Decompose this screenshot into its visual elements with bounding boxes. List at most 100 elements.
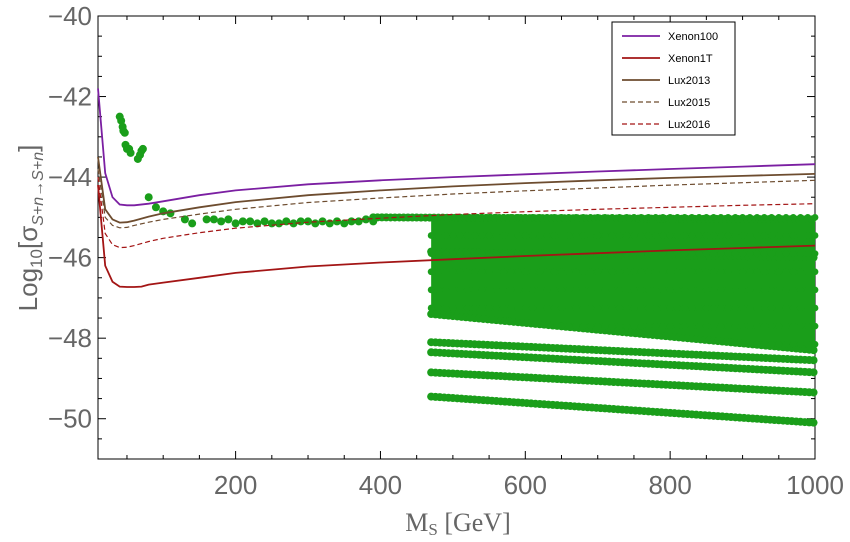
- scatter-point: [579, 304, 587, 312]
- scatter-point: [775, 286, 783, 294]
- scatter-point: [637, 286, 645, 294]
- scatter-point: [536, 213, 544, 221]
- scatter-point: [695, 250, 703, 258]
- scatter-point: [739, 232, 746, 239]
- scatter-point: [521, 232, 529, 239]
- scatter-point: [500, 268, 507, 276]
- scatter-point: [507, 286, 515, 294]
- scatter-point: [630, 268, 638, 276]
- scatter-point: [760, 286, 768, 294]
- scatter-point: [485, 286, 493, 294]
- scatter-point: [514, 304, 522, 312]
- scatter-point: [202, 215, 211, 224]
- scatter-point: [804, 340, 812, 348]
- scatter-point: [652, 232, 660, 239]
- y-axis-label-main: Log: [13, 268, 43, 311]
- scatter-point: [594, 322, 602, 330]
- scatter-point: [666, 250, 674, 258]
- scatter-point: [500, 250, 507, 258]
- scatter-point: [550, 232, 558, 239]
- scatter-point: [695, 213, 703, 221]
- scatter-point: [267, 219, 276, 228]
- scatter-point: [673, 322, 681, 330]
- scatter-point: [507, 213, 515, 221]
- scatter-point: [456, 213, 464, 221]
- scatter-point: [463, 286, 471, 294]
- scatter-point: [652, 304, 660, 312]
- scatter-point: [492, 304, 500, 312]
- scatter-point: [746, 232, 754, 239]
- scatter-point: [768, 340, 775, 348]
- scatter-point: [565, 213, 573, 221]
- scatter-point: [782, 322, 790, 330]
- scatter-point: [500, 213, 507, 221]
- scatter-point: [804, 213, 812, 221]
- scatter-point: [529, 213, 536, 221]
- scatter-point: [594, 304, 602, 312]
- scatter-point: [529, 286, 536, 294]
- scatter-point: [789, 322, 797, 330]
- scatter-point: [507, 232, 515, 239]
- scatter-point: [427, 232, 435, 239]
- scatter-point: [558, 322, 565, 330]
- scatter-point: [659, 232, 667, 239]
- scatter-point: [768, 322, 775, 330]
- scatter-point: [434, 250, 442, 258]
- legend-label-xenon1t: Xenon1T: [668, 53, 713, 65]
- scatter-point: [601, 304, 609, 312]
- scatter-point: [449, 304, 457, 312]
- scatter-point: [558, 213, 565, 221]
- series-line-lux2015: [97, 168, 816, 229]
- scatter-point: [789, 286, 797, 294]
- scatter-point: [760, 322, 768, 330]
- scatter-point: [550, 250, 558, 258]
- scatter-point: [630, 213, 638, 221]
- scatter-point: [731, 250, 739, 258]
- scatter-point: [616, 268, 623, 276]
- scatter-point: [731, 268, 739, 276]
- scatter-point: [746, 213, 754, 221]
- scatter-point: [514, 232, 522, 239]
- scatter-point: [231, 219, 240, 228]
- scatter-point: [673, 286, 681, 294]
- scatter-point: [543, 286, 551, 294]
- scatter-point: [746, 268, 754, 276]
- x-axis-label-main: M: [405, 508, 428, 537]
- legend: Xenon100 Xenon1T Lux2013 Lux2015 Lux2016: [611, 21, 736, 136]
- scatter-point: [579, 213, 587, 221]
- scatter-point: [681, 322, 689, 330]
- scatter-point: [521, 286, 529, 294]
- scatter-point: [543, 268, 551, 276]
- scatter-point: [782, 250, 790, 258]
- scatter-point: [456, 304, 464, 312]
- scatter-point: [485, 250, 493, 258]
- scatter-point: [731, 304, 739, 312]
- x-axis-label-rest: [GeV]: [438, 508, 511, 537]
- scatter-point: [739, 268, 746, 276]
- scatter-point: [702, 322, 710, 330]
- scatter-point: [811, 213, 819, 221]
- scatter-point: [434, 304, 442, 312]
- scatter-point: [804, 304, 812, 312]
- scatter-point: [789, 250, 797, 258]
- series-line-xenon1t: [97, 185, 816, 288]
- scatter-point: [775, 304, 783, 312]
- scatter-point: [695, 286, 703, 294]
- scatter-point: [637, 232, 645, 239]
- scatter-point: [681, 304, 689, 312]
- scatter-point: [608, 286, 616, 294]
- scatter-point: [427, 304, 435, 312]
- scatter-point: [659, 268, 667, 276]
- scatter-point: [507, 268, 515, 276]
- scatter-point: [144, 193, 153, 202]
- scatter-point: [296, 217, 305, 226]
- scatter-point: [637, 304, 645, 312]
- scatter-point: [594, 268, 602, 276]
- scatter-point: [456, 250, 464, 258]
- scatter-point: [471, 268, 479, 276]
- scatter-point: [565, 304, 573, 312]
- scatter-point: [797, 213, 804, 221]
- scatter-point: [753, 340, 761, 348]
- x-axis-label: MS [GeV]: [405, 508, 511, 539]
- scatter-point: [710, 250, 718, 258]
